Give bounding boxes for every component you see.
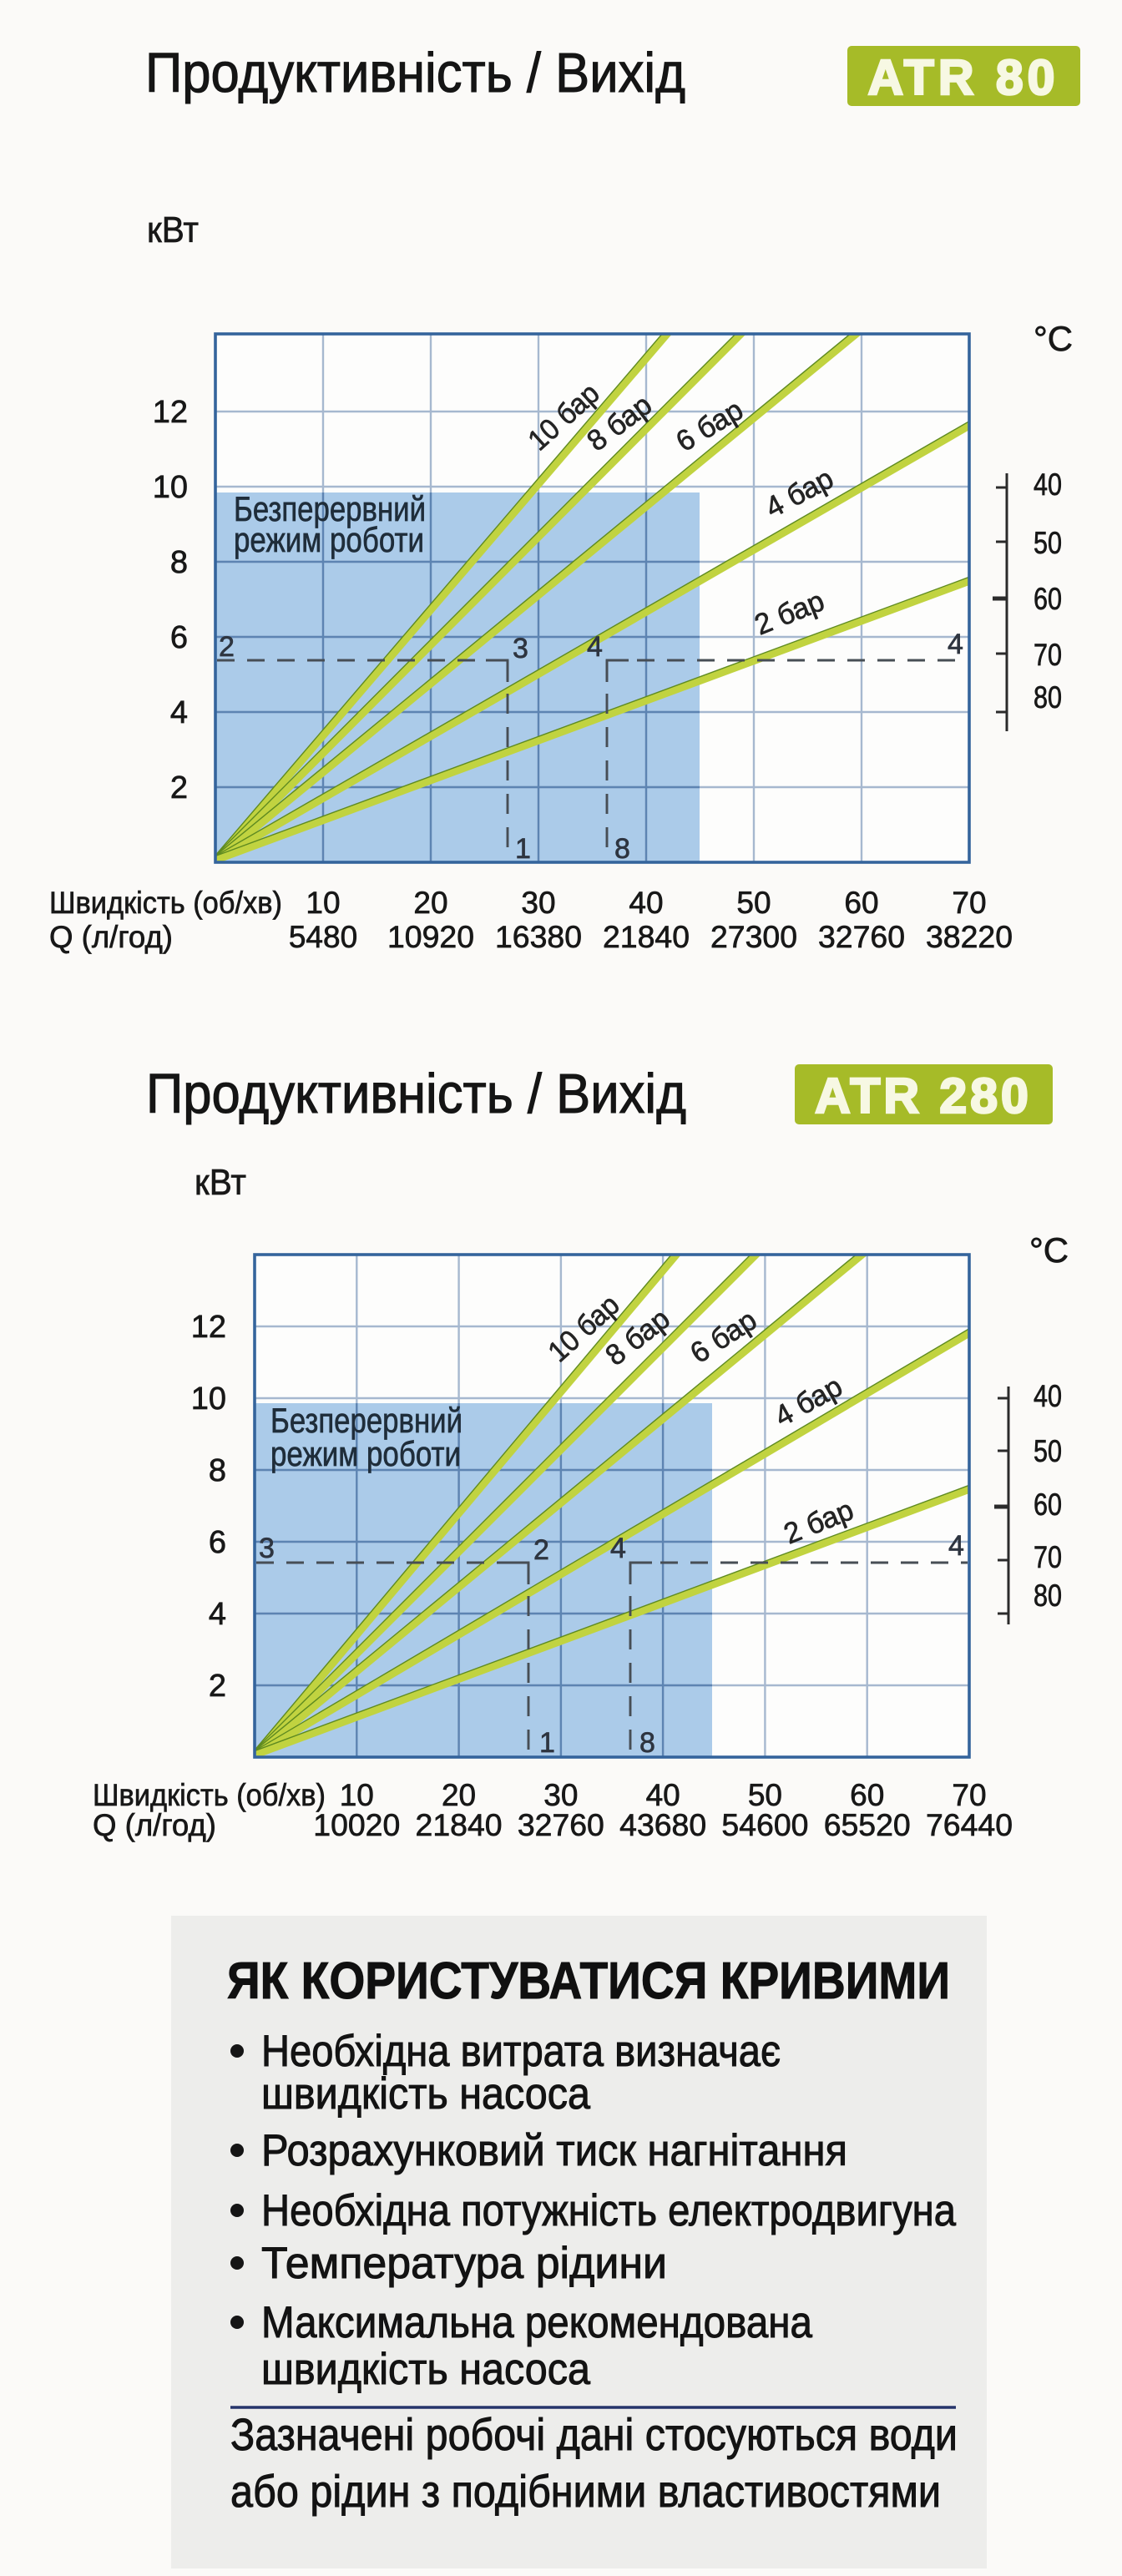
svg-text:10020: 10020	[313, 1808, 400, 1842]
svg-text:4: 4	[170, 695, 188, 730]
svg-text:60: 60	[844, 886, 878, 920]
svg-text:°C: °C	[1029, 1230, 1069, 1270]
svg-text:кВт: кВт	[147, 210, 199, 250]
svg-text:70: 70	[1034, 1540, 1062, 1574]
svg-text:6: 6	[170, 620, 188, 655]
svg-text:80: 80	[1034, 680, 1062, 715]
svg-text:76440: 76440	[926, 1808, 1013, 1842]
svg-text:27300: 27300	[710, 920, 797, 954]
svg-text:режим роботи: режим роботи	[270, 1434, 461, 1473]
svg-text:50: 50	[748, 1778, 782, 1812]
svg-text:4: 4	[610, 1533, 626, 1564]
svg-text:4: 4	[948, 629, 963, 660]
svg-text:4: 4	[948, 1530, 964, 1562]
svg-text:Швидкість (об/хв): Швидкість (об/хв)	[93, 1778, 326, 1812]
svg-text:70: 70	[1034, 638, 1062, 672]
svg-text:швидкість насоса: швидкість насоса	[261, 2069, 590, 2119]
svg-text:60: 60	[1034, 1488, 1062, 1522]
svg-text:Швидкість (об/хв): Швидкість (об/хв)	[49, 886, 282, 920]
svg-text:8: 8	[614, 833, 630, 865]
svg-text:21840: 21840	[603, 920, 690, 954]
svg-text:32760: 32760	[818, 920, 905, 954]
svg-text:38220: 38220	[926, 920, 1013, 954]
svg-text:Q (л/год): Q (л/год)	[49, 920, 173, 954]
svg-text:12: 12	[153, 395, 188, 430]
svg-text:кВт: кВт	[195, 1162, 246, 1203]
svg-text:30: 30	[543, 1778, 578, 1812]
svg-text:Необхідна витрата визначає: Необхідна витрата визначає	[261, 2027, 781, 2076]
svg-text:Продуктивність / Вихід: Продуктивність / Вихід	[145, 42, 685, 104]
svg-text:1: 1	[539, 1727, 555, 1759]
svg-text:10: 10	[191, 1381, 226, 1417]
svg-text:Зазначені робочі дані стосують: Зазначені робочі дані стосуються води	[230, 2410, 958, 2460]
svg-text:65520: 65520	[824, 1808, 911, 1842]
svg-text:Продуктивність / Вихід: Продуктивність / Вихід	[146, 1063, 686, 1125]
svg-text:ЯК КОРИСТУВАТИСЯ КРИВИМИ: ЯК КОРИСТУВАТИСЯ КРИВИМИ	[227, 1952, 950, 2010]
svg-text:50: 50	[1034, 526, 1062, 560]
svg-text:21840: 21840	[416, 1808, 503, 1842]
svg-text:6: 6	[209, 1525, 226, 1560]
svg-text:60: 60	[1034, 582, 1062, 616]
svg-text:ATR 280: ATR 280	[815, 1068, 1032, 1124]
svg-text:Безперервний: Безперервний	[270, 1401, 462, 1440]
svg-text:20: 20	[413, 886, 447, 920]
svg-text:1: 1	[515, 833, 531, 865]
svg-text:4: 4	[209, 1597, 226, 1632]
svg-text:8: 8	[639, 1727, 655, 1759]
svg-text:3: 3	[259, 1533, 275, 1564]
svg-text:50: 50	[1034, 1434, 1062, 1468]
svg-text:32760: 32760	[518, 1808, 604, 1842]
svg-text:80: 80	[1034, 1578, 1062, 1613]
svg-text:5480: 5480	[289, 920, 357, 954]
svg-text:40: 40	[629, 886, 663, 920]
svg-text:43680: 43680	[619, 1808, 706, 1842]
svg-text:60: 60	[850, 1778, 884, 1812]
svg-text:2: 2	[170, 770, 188, 806]
svg-text:Необхідна потужність електродв: Необхідна потужність електродвигуна	[261, 2186, 956, 2235]
svg-text:Максимальна рекомендована: Максимальна рекомендована	[261, 2298, 812, 2347]
svg-text:16380: 16380	[495, 920, 582, 954]
svg-text:10: 10	[306, 886, 340, 920]
svg-text:ATR 80: ATR 80	[868, 50, 1059, 105]
svg-text:4: 4	[587, 631, 603, 663]
svg-text:10920: 10920	[387, 920, 474, 954]
svg-text:12: 12	[191, 1310, 226, 1345]
svg-text:або рідин з подібними властиво: або рідин з подібними властивостями	[230, 2467, 941, 2517]
svg-text:8: 8	[209, 1453, 226, 1488]
svg-text:10: 10	[340, 1778, 374, 1812]
svg-text:70: 70	[952, 886, 986, 920]
svg-text:2: 2	[533, 1534, 549, 1566]
svg-text:2: 2	[219, 631, 235, 663]
svg-text:Розрахунковий тиск нагнітання: Розрахунковий тиск нагнітання	[261, 2126, 847, 2175]
svg-text:Безперервний: Безперервний	[234, 489, 426, 528]
svg-text:Температура рідини: Температура рідини	[261, 2239, 667, 2288]
svg-text:20: 20	[442, 1778, 476, 1812]
svg-text:40: 40	[1034, 467, 1062, 502]
svg-text:режим роботи: режим роботи	[234, 520, 424, 559]
svg-text:54600: 54600	[721, 1808, 808, 1842]
svg-text:2: 2	[209, 1669, 226, 1704]
svg-text:3: 3	[513, 633, 528, 664]
svg-text:швидкість насоса: швидкість насоса	[261, 2345, 590, 2394]
svg-text:Q (л/год): Q (л/год)	[93, 1808, 216, 1842]
svg-text:70: 70	[952, 1778, 986, 1812]
svg-text:30: 30	[521, 886, 555, 920]
svg-text:8: 8	[170, 545, 188, 580]
svg-text:50: 50	[736, 886, 771, 920]
svg-text:°C: °C	[1034, 319, 1073, 358]
svg-text:10: 10	[153, 470, 188, 505]
svg-text:40: 40	[1034, 1379, 1062, 1413]
svg-text:40: 40	[646, 1778, 680, 1812]
